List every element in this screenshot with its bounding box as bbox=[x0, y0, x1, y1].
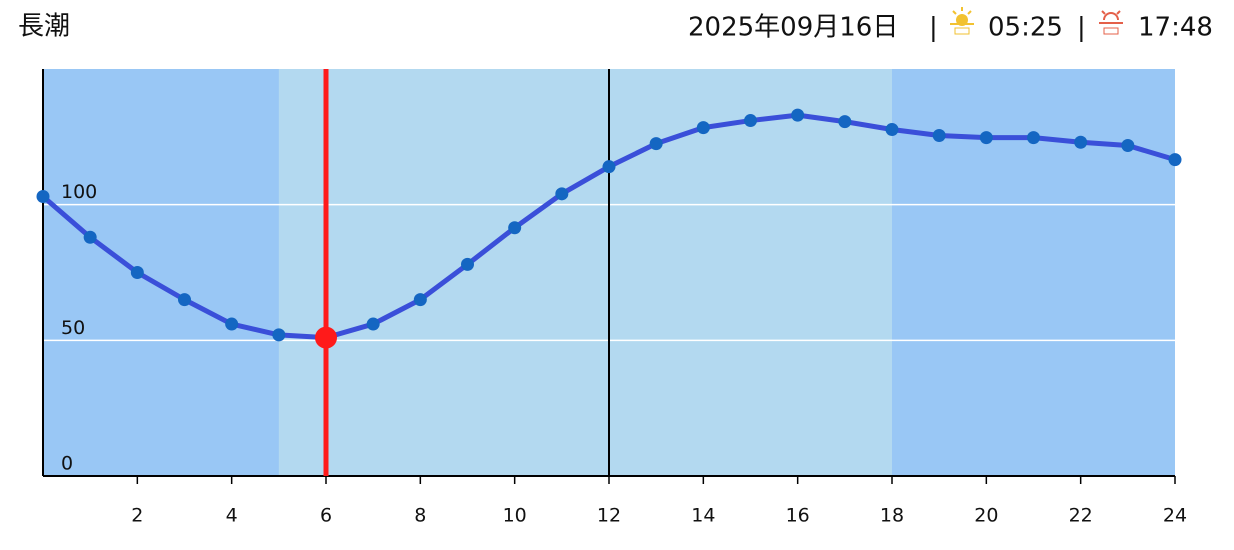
x-tick-label: 12 bbox=[597, 505, 621, 527]
x-tick-label: 2 bbox=[131, 505, 143, 527]
x-tick-label: 18 bbox=[880, 505, 904, 527]
x-tick-label: 10 bbox=[503, 505, 527, 527]
point bbox=[508, 221, 522, 235]
y-tick-label: 50 bbox=[61, 317, 85, 339]
separator: | bbox=[1077, 13, 1086, 43]
point bbox=[1168, 153, 1182, 167]
y-tick-label: 100 bbox=[61, 181, 97, 203]
point bbox=[272, 328, 286, 342]
point bbox=[602, 160, 616, 174]
separator: | bbox=[929, 13, 938, 43]
point bbox=[791, 108, 805, 122]
x-tick-label: 8 bbox=[414, 505, 426, 527]
x-tick-label: 22 bbox=[1069, 505, 1093, 527]
point bbox=[932, 128, 946, 142]
sunset-time: 17:48 bbox=[1138, 13, 1213, 43]
x-tick-label: 14 bbox=[691, 505, 715, 527]
point bbox=[979, 131, 993, 145]
night-band bbox=[892, 69, 1175, 476]
x-tick-label: 16 bbox=[786, 505, 810, 527]
point bbox=[696, 121, 710, 135]
point bbox=[885, 123, 899, 137]
sunrise-icon bbox=[950, 7, 974, 35]
sunset-icon bbox=[1099, 10, 1123, 35]
point bbox=[744, 114, 757, 128]
point bbox=[1074, 135, 1088, 149]
point bbox=[413, 293, 427, 307]
point bbox=[83, 230, 97, 244]
point bbox=[555, 187, 569, 201]
sunrise-time: 05:25 bbox=[988, 13, 1063, 43]
x-tick-label: 20 bbox=[974, 505, 998, 527]
point bbox=[36, 190, 50, 204]
y-tick-label: 0 bbox=[61, 453, 73, 475]
night-band bbox=[43, 69, 279, 476]
point bbox=[649, 137, 663, 151]
x-tick-label: 24 bbox=[1163, 505, 1187, 527]
x-tick-label: 4 bbox=[226, 505, 238, 527]
point bbox=[366, 317, 380, 331]
x-tick-label: 6 bbox=[320, 505, 332, 527]
point bbox=[225, 317, 239, 331]
point bbox=[1027, 131, 1040, 145]
point bbox=[178, 293, 191, 307]
point bbox=[838, 115, 852, 129]
point bbox=[461, 257, 474, 271]
date: 2025年09月16日 bbox=[688, 13, 898, 43]
point bbox=[1121, 139, 1135, 153]
chart-title: 長潮 bbox=[18, 12, 70, 42]
current-point bbox=[315, 326, 337, 349]
point bbox=[130, 266, 144, 279]
